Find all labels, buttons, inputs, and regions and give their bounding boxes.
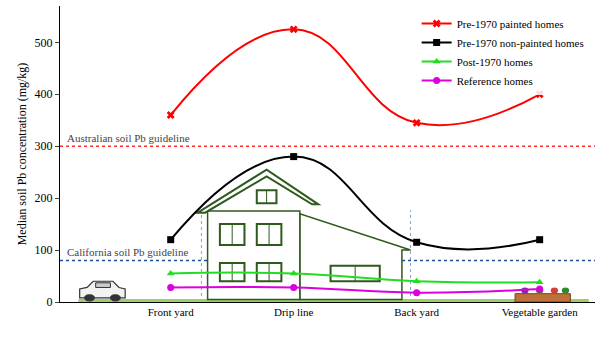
svg-text:Pre-1970 non-painted homes: Pre-1970 non-painted homes: [457, 37, 584, 49]
svg-text:Front yard: Front yard: [148, 306, 195, 318]
svg-text:Back yard: Back yard: [394, 306, 439, 318]
svg-text:300: 300: [35, 139, 53, 153]
svg-text:Reference homes: Reference homes: [457, 75, 533, 87]
svg-text:200: 200: [35, 191, 53, 205]
svg-text:California soil Pb guideline: California soil Pb guideline: [67, 246, 188, 258]
svg-text:400: 400: [35, 87, 53, 101]
svg-text:Median soil Pb concentration (: Median soil Pb concentration (mg/kg): [15, 63, 29, 246]
svg-text:Post-1970 homes: Post-1970 homes: [457, 56, 533, 68]
svg-text:Drip line: Drip line: [274, 306, 314, 318]
svg-text:0: 0: [47, 295, 53, 309]
svg-text:Australian soil Pb guideline: Australian soil Pb guideline: [67, 132, 190, 144]
svg-text:Pre-1970 painted homes: Pre-1970 painted homes: [457, 18, 564, 30]
svg-text:100: 100: [35, 243, 53, 257]
svg-text:Vegetable garden: Vegetable garden: [502, 306, 579, 318]
svg-text:500: 500: [35, 36, 53, 50]
